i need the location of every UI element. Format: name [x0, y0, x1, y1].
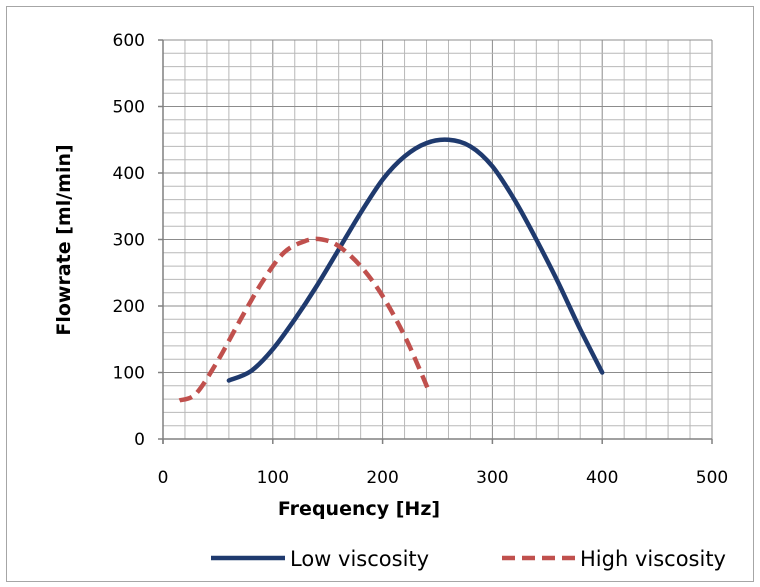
y-tick-label: 0 [134, 430, 145, 450]
series-lines [178, 137, 605, 403]
x-tick-label: 200 [366, 468, 398, 488]
x-axis-title: Frequency [Hz] [278, 498, 440, 520]
legend-label-low-viscosity: Low viscosity [290, 547, 429, 571]
grid [162, 39, 713, 440]
legend: Low viscosity High viscosity [211, 547, 726, 571]
legend-label-high-viscosity: High viscosity [580, 547, 726, 571]
y-tick-label: 400 [113, 164, 145, 184]
y-axis-title: Flowrate [ml/min] [53, 144, 75, 335]
y-tick-label: 300 [113, 231, 145, 251]
x-tick-label: 300 [476, 468, 508, 488]
axes [158, 39, 713, 444]
x-tick-label: 400 [586, 468, 618, 488]
y-tick-label: 500 [113, 98, 145, 118]
x-tick-label: 100 [257, 468, 289, 488]
flowrate-chart: 0 100 200 300 400 500 0 100 200 300 400 500 600 Freq… [53, 31, 729, 571]
y-tick-label: 200 [113, 297, 145, 317]
x-tick-label: 500 [696, 468, 728, 488]
chart-frame: 0 100 200 300 400 500 0 100 200 300 400 500 600 Freq… [6, 6, 754, 582]
y-tick-label: 100 [113, 364, 145, 384]
tick-labels: 0 100 200 300 400 500 0 100 200 300 400 500 600 [113, 31, 729, 488]
y-tick-label: 600 [113, 31, 145, 51]
series-line-low-viscosity [226, 137, 605, 383]
x-tick-label: 0 [158, 468, 169, 488]
series-line-high-viscosity [178, 236, 432, 403]
